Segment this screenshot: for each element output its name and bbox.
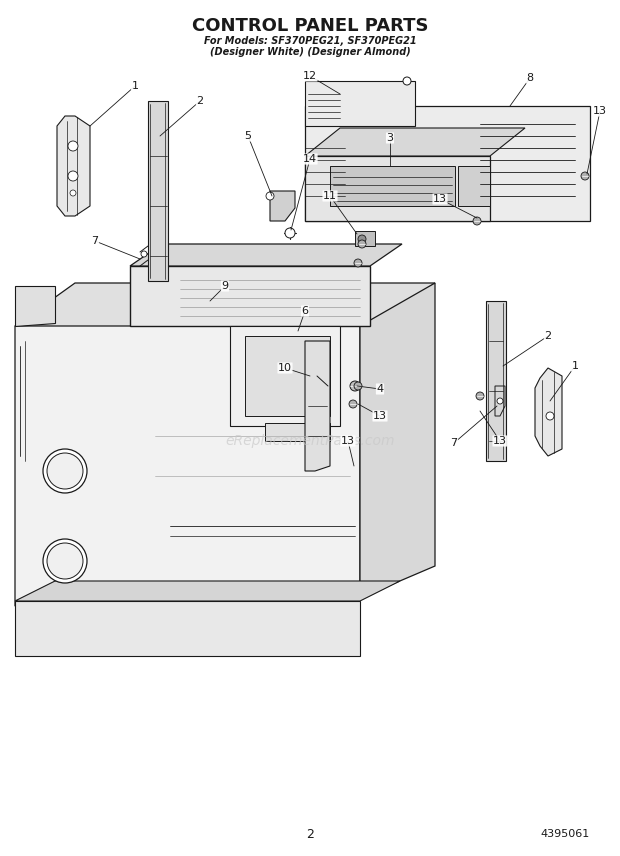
Text: For Models: SF370PEG21, SF370PEG21: For Models: SF370PEG21, SF370PEG21 [204, 36, 416, 46]
Circle shape [47, 543, 83, 579]
Text: 3: 3 [386, 133, 394, 143]
Circle shape [354, 259, 362, 267]
Polygon shape [130, 244, 402, 266]
Circle shape [581, 172, 589, 180]
Circle shape [476, 392, 484, 400]
Text: 6: 6 [301, 306, 309, 316]
Circle shape [403, 77, 411, 85]
Circle shape [47, 453, 83, 489]
Text: eReplacementParts.com: eReplacementParts.com [225, 434, 395, 448]
Polygon shape [495, 386, 505, 416]
Circle shape [358, 235, 366, 243]
Circle shape [141, 251, 147, 257]
Polygon shape [15, 266, 360, 606]
Polygon shape [57, 116, 90, 216]
Text: 13: 13 [433, 194, 447, 204]
Text: 8: 8 [526, 73, 534, 83]
Text: 13: 13 [593, 106, 607, 116]
Text: 2: 2 [544, 331, 552, 341]
Polygon shape [458, 166, 490, 206]
Text: 11: 11 [323, 191, 337, 201]
Polygon shape [245, 336, 330, 416]
Polygon shape [305, 106, 590, 221]
Polygon shape [15, 601, 360, 656]
Polygon shape [15, 286, 55, 326]
Circle shape [43, 539, 87, 583]
Text: 9: 9 [221, 281, 229, 291]
Circle shape [349, 400, 357, 408]
Polygon shape [305, 128, 525, 156]
Polygon shape [15, 581, 400, 601]
Polygon shape [330, 166, 455, 206]
Circle shape [68, 171, 78, 181]
Text: 1: 1 [572, 361, 578, 371]
Polygon shape [265, 423, 330, 441]
Text: 13: 13 [341, 436, 355, 446]
Circle shape [473, 217, 481, 225]
Text: 14: 14 [303, 154, 317, 164]
Circle shape [43, 449, 87, 493]
Polygon shape [230, 326, 340, 426]
Circle shape [354, 382, 362, 390]
Text: 13: 13 [373, 411, 387, 421]
Polygon shape [305, 341, 330, 471]
Circle shape [285, 228, 295, 238]
Polygon shape [360, 283, 435, 598]
Circle shape [497, 398, 503, 404]
Polygon shape [486, 301, 506, 461]
Polygon shape [305, 156, 490, 221]
Polygon shape [15, 283, 435, 326]
Circle shape [266, 192, 274, 200]
Circle shape [70, 190, 76, 196]
Text: 1: 1 [131, 81, 138, 91]
Polygon shape [355, 231, 375, 246]
Text: 12: 12 [303, 71, 317, 81]
Text: 13: 13 [493, 436, 507, 446]
Text: 5: 5 [244, 131, 252, 141]
Circle shape [546, 412, 554, 420]
Polygon shape [130, 266, 370, 326]
Text: 4: 4 [376, 384, 384, 394]
Text: 2: 2 [306, 828, 314, 841]
Polygon shape [535, 368, 562, 456]
Circle shape [68, 141, 78, 151]
Text: 7: 7 [451, 438, 458, 448]
Polygon shape [305, 81, 415, 126]
Circle shape [358, 240, 366, 248]
Polygon shape [270, 191, 295, 221]
Polygon shape [148, 101, 168, 281]
Text: CONTROL PANEL PARTS: CONTROL PANEL PARTS [192, 17, 428, 35]
Text: 4395061: 4395061 [541, 829, 590, 839]
Text: 7: 7 [91, 236, 99, 246]
Text: 10: 10 [278, 363, 292, 373]
Text: 2: 2 [197, 96, 203, 106]
Text: (Designer White) (Designer Almond): (Designer White) (Designer Almond) [210, 47, 410, 57]
Circle shape [350, 381, 360, 391]
